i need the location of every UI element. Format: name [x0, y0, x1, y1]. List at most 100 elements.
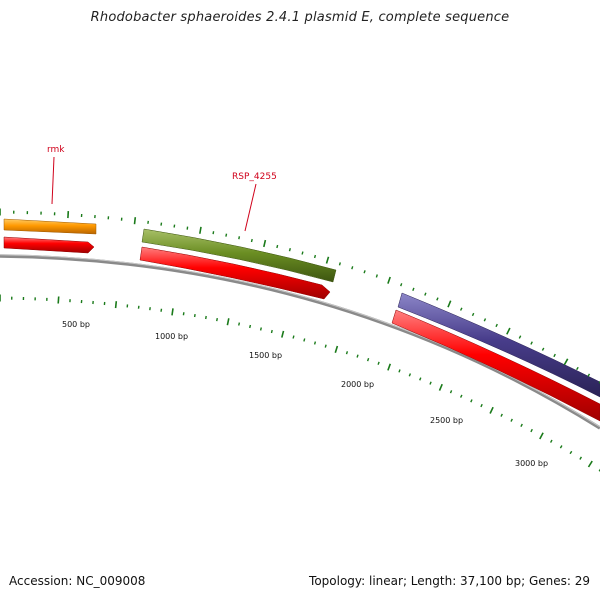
major-tick [506, 327, 511, 335]
gene-purple[interactable] [397, 292, 600, 398]
minor-tick [500, 413, 503, 417]
minor-tick [470, 399, 473, 403]
scale-label-3000: 3000 bp [515, 459, 548, 468]
minor-tick [541, 347, 545, 351]
minor-tick [182, 312, 185, 316]
accession-text: Accession: NC_009008 [9, 574, 146, 588]
minor-tick [313, 254, 317, 259]
minor-tick [530, 428, 533, 433]
minor-tick [270, 329, 273, 334]
minor-tick [345, 351, 349, 355]
major-tick [263, 239, 267, 248]
minor-tick [351, 266, 354, 270]
minor-tick [518, 335, 522, 339]
major-tick [587, 460, 593, 468]
minor-tick [449, 390, 453, 394]
gene-rsp4255[interactable] [141, 228, 337, 283]
major-tick [171, 308, 174, 316]
major-tick [387, 276, 391, 284]
scale-label-1000: 1000 bp [155, 332, 188, 341]
scale-label-500: 500 bp [62, 320, 90, 329]
major-tick [281, 330, 285, 338]
minor-tick [193, 313, 196, 318]
minor-tick [424, 292, 427, 296]
major-tick [133, 217, 137, 225]
outer-tick-row [0, 208, 600, 384]
minor-tick [598, 380, 600, 384]
minor-tick [559, 445, 563, 449]
minor-tick [375, 274, 378, 278]
minor-tick [292, 335, 295, 339]
minor-tick [216, 317, 218, 322]
minor-tick [471, 312, 475, 317]
minor-tick [366, 357, 370, 362]
minor-tick [408, 373, 412, 377]
minor-tick [160, 308, 163, 312]
major-tick [114, 301, 118, 309]
major-tick [489, 406, 494, 414]
major-tick [334, 345, 339, 353]
minor-tick [495, 323, 498, 328]
minor-tick [429, 381, 432, 385]
gene-rmk[interactable] [3, 218, 97, 235]
leader-rsp4255 [244, 183, 257, 232]
minor-tick [288, 248, 291, 252]
minor-tick [576, 366, 579, 371]
minor-tick [400, 283, 403, 287]
inner-tick-row [0, 294, 600, 472]
scale-label-2000: 2000 bp [341, 380, 374, 389]
minor-tick [276, 244, 279, 249]
minor-tick [459, 307, 463, 311]
major-tick [563, 358, 569, 366]
minor-tick [363, 270, 366, 274]
minor-tick [303, 338, 306, 342]
major-tick [199, 226, 202, 234]
scale-label-1500: 1500 bp [249, 351, 282, 360]
label-rsp4255[interactable]: RSP_4255 [232, 172, 277, 182]
major-tick [447, 300, 452, 308]
leader-rmk [51, 156, 55, 205]
minor-tick [412, 287, 415, 291]
minor-tick [530, 341, 533, 345]
minor-tick [212, 231, 215, 235]
label-rmk[interactable]: rmk [47, 145, 65, 155]
minor-tick [356, 354, 359, 358]
genome-backbone-highlight [0, 254, 600, 428]
minor-tick [569, 450, 573, 455]
minor-tick [553, 353, 556, 358]
minor-tick [587, 373, 591, 377]
minor-tick [419, 377, 422, 381]
minor-tick [238, 236, 241, 240]
minor-tick [483, 318, 487, 322]
minor-tick [313, 341, 317, 345]
major-tick [539, 432, 544, 440]
cds-rsp4255-arrow[interactable] [139, 246, 331, 300]
minor-tick [250, 238, 253, 243]
topology-summary: Topology: linear; Length: 37,100 bp; Gen… [309, 574, 590, 588]
minor-tick [173, 224, 176, 228]
minor-tick [205, 315, 207, 320]
minor-tick [338, 262, 341, 266]
major-tick [325, 256, 330, 264]
minor-tick [436, 297, 439, 301]
map-title: Rhodobacter sphaeroides 2.4.1 plasmid E,… [90, 10, 510, 25]
scale-label-2500: 2500 bp [430, 416, 463, 425]
minor-tick [510, 418, 513, 422]
minor-tick [398, 369, 401, 373]
minor-tick [259, 327, 262, 331]
minor-tick [301, 251, 304, 255]
minor-tick [480, 403, 483, 408]
major-tick [57, 296, 60, 304]
major-tick [226, 318, 230, 326]
minor-tick [377, 361, 380, 365]
minor-tick [225, 233, 228, 237]
minor-tick [160, 222, 163, 226]
cds-rmk-arrow[interactable] [3, 236, 95, 254]
minor-tick [459, 394, 463, 398]
minor-tick [238, 322, 241, 326]
major-tick [438, 383, 443, 391]
genome-backbone [0, 254, 600, 430]
minor-tick [579, 456, 583, 460]
major-tick [387, 363, 392, 371]
